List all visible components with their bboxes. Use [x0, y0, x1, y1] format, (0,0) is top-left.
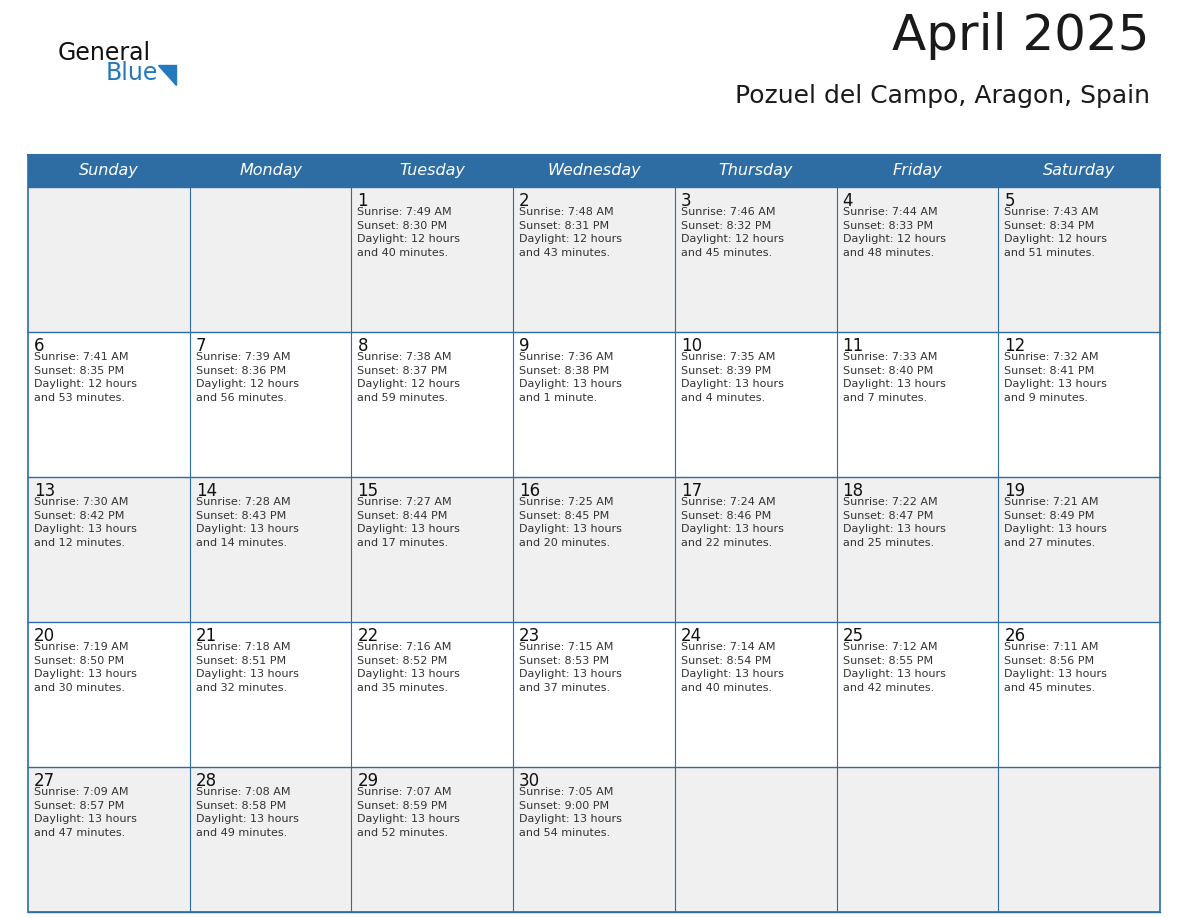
Text: 11: 11 [842, 337, 864, 355]
Text: 2: 2 [519, 192, 530, 210]
Text: Sunday: Sunday [78, 163, 139, 178]
Text: 12: 12 [1004, 337, 1025, 355]
Text: Sunrise: 7:27 AM
Sunset: 8:44 PM
Daylight: 13 hours
and 17 minutes.: Sunrise: 7:27 AM Sunset: 8:44 PM Dayligh… [358, 497, 460, 548]
Text: 30: 30 [519, 772, 541, 790]
Text: Thursday: Thursday [719, 163, 792, 178]
Bar [29, 155, 1159, 187]
Bar [29, 187, 1159, 332]
Text: Sunrise: 7:24 AM
Sunset: 8:46 PM
Daylight: 13 hours
and 22 minutes.: Sunrise: 7:24 AM Sunset: 8:46 PM Dayligh… [681, 497, 784, 548]
Text: 13: 13 [34, 482, 56, 500]
Text: 22: 22 [358, 627, 379, 645]
Text: 3: 3 [681, 192, 691, 210]
Text: Sunrise: 7:41 AM
Sunset: 8:35 PM
Daylight: 12 hours
and 53 minutes.: Sunrise: 7:41 AM Sunset: 8:35 PM Dayligh… [34, 352, 137, 403]
Text: Sunrise: 7:43 AM
Sunset: 8:34 PM
Daylight: 12 hours
and 51 minutes.: Sunrise: 7:43 AM Sunset: 8:34 PM Dayligh… [1004, 207, 1107, 258]
Text: 1: 1 [358, 192, 368, 210]
Text: Sunrise: 7:07 AM
Sunset: 8:59 PM
Daylight: 13 hours
and 52 minutes.: Sunrise: 7:07 AM Sunset: 8:59 PM Dayligh… [358, 787, 460, 838]
Text: 15: 15 [358, 482, 379, 500]
Text: Sunrise: 7:46 AM
Sunset: 8:32 PM
Daylight: 12 hours
and 45 minutes.: Sunrise: 7:46 AM Sunset: 8:32 PM Dayligh… [681, 207, 784, 258]
Text: 16: 16 [519, 482, 541, 500]
Bar [29, 622, 1159, 767]
Text: 19: 19 [1004, 482, 1025, 500]
Text: 17: 17 [681, 482, 702, 500]
Text: Sunrise: 7:33 AM
Sunset: 8:40 PM
Daylight: 13 hours
and 7 minutes.: Sunrise: 7:33 AM Sunset: 8:40 PM Dayligh… [842, 352, 946, 403]
Text: General: General [58, 41, 151, 65]
Text: 27: 27 [34, 772, 55, 790]
Text: Blue: Blue [106, 61, 158, 85]
Text: Sunrise: 7:49 AM
Sunset: 8:30 PM
Daylight: 12 hours
and 40 minutes.: Sunrise: 7:49 AM Sunset: 8:30 PM Dayligh… [358, 207, 461, 258]
Text: Sunrise: 7:28 AM
Sunset: 8:43 PM
Daylight: 13 hours
and 14 minutes.: Sunrise: 7:28 AM Sunset: 8:43 PM Dayligh… [196, 497, 298, 548]
Bar [29, 155, 1159, 912]
Text: Sunrise: 7:15 AM
Sunset: 8:53 PM
Daylight: 13 hours
and 37 minutes.: Sunrise: 7:15 AM Sunset: 8:53 PM Dayligh… [519, 642, 623, 693]
Text: Sunrise: 7:35 AM
Sunset: 8:39 PM
Daylight: 13 hours
and 4 minutes.: Sunrise: 7:35 AM Sunset: 8:39 PM Dayligh… [681, 352, 784, 403]
Text: 28: 28 [196, 772, 217, 790]
Text: Sunrise: 7:32 AM
Sunset: 8:41 PM
Daylight: 13 hours
and 9 minutes.: Sunrise: 7:32 AM Sunset: 8:41 PM Dayligh… [1004, 352, 1107, 403]
Text: Sunrise: 7:44 AM
Sunset: 8:33 PM
Daylight: 12 hours
and 48 minutes.: Sunrise: 7:44 AM Sunset: 8:33 PM Dayligh… [842, 207, 946, 258]
Text: 26: 26 [1004, 627, 1025, 645]
Text: 25: 25 [842, 627, 864, 645]
Text: 14: 14 [196, 482, 217, 500]
Text: Tuesday: Tuesday [399, 163, 466, 178]
Text: Sunrise: 7:16 AM
Sunset: 8:52 PM
Daylight: 13 hours
and 35 minutes.: Sunrise: 7:16 AM Sunset: 8:52 PM Dayligh… [358, 642, 460, 693]
Text: 6: 6 [34, 337, 44, 355]
Text: Pozuel del Campo, Aragon, Spain: Pozuel del Campo, Aragon, Spain [735, 84, 1150, 108]
Text: Sunrise: 7:18 AM
Sunset: 8:51 PM
Daylight: 13 hours
and 32 minutes.: Sunrise: 7:18 AM Sunset: 8:51 PM Dayligh… [196, 642, 298, 693]
Text: Sunrise: 7:22 AM
Sunset: 8:47 PM
Daylight: 13 hours
and 25 minutes.: Sunrise: 7:22 AM Sunset: 8:47 PM Dayligh… [842, 497, 946, 548]
Text: April 2025: April 2025 [892, 12, 1150, 60]
Text: Sunrise: 7:39 AM
Sunset: 8:36 PM
Daylight: 12 hours
and 56 minutes.: Sunrise: 7:39 AM Sunset: 8:36 PM Dayligh… [196, 352, 298, 403]
Text: 5: 5 [1004, 192, 1015, 210]
Text: 23: 23 [519, 627, 541, 645]
Text: 18: 18 [842, 482, 864, 500]
Text: Sunrise: 7:12 AM
Sunset: 8:55 PM
Daylight: 13 hours
and 42 minutes.: Sunrise: 7:12 AM Sunset: 8:55 PM Dayligh… [842, 642, 946, 693]
Text: 9: 9 [519, 337, 530, 355]
Bar [29, 332, 1159, 477]
Text: Sunrise: 7:19 AM
Sunset: 8:50 PM
Daylight: 13 hours
and 30 minutes.: Sunrise: 7:19 AM Sunset: 8:50 PM Dayligh… [34, 642, 137, 693]
Text: Sunrise: 7:14 AM
Sunset: 8:54 PM
Daylight: 13 hours
and 40 minutes.: Sunrise: 7:14 AM Sunset: 8:54 PM Dayligh… [681, 642, 784, 693]
Text: 21: 21 [196, 627, 217, 645]
Text: Sunrise: 7:38 AM
Sunset: 8:37 PM
Daylight: 12 hours
and 59 minutes.: Sunrise: 7:38 AM Sunset: 8:37 PM Dayligh… [358, 352, 461, 403]
Bar [29, 477, 1159, 622]
Text: Wednesday: Wednesday [548, 163, 640, 178]
Text: Monday: Monday [239, 163, 302, 178]
Bar [29, 767, 1159, 912]
Text: 29: 29 [358, 772, 379, 790]
Text: Sunrise: 7:21 AM
Sunset: 8:49 PM
Daylight: 13 hours
and 27 minutes.: Sunrise: 7:21 AM Sunset: 8:49 PM Dayligh… [1004, 497, 1107, 548]
Text: Sunrise: 7:05 AM
Sunset: 9:00 PM
Daylight: 13 hours
and 54 minutes.: Sunrise: 7:05 AM Sunset: 9:00 PM Dayligh… [519, 787, 623, 838]
Text: 24: 24 [681, 627, 702, 645]
Text: Sunrise: 7:08 AM
Sunset: 8:58 PM
Daylight: 13 hours
and 49 minutes.: Sunrise: 7:08 AM Sunset: 8:58 PM Dayligh… [196, 787, 298, 838]
Text: 4: 4 [842, 192, 853, 210]
Text: Sunrise: 7:25 AM
Sunset: 8:45 PM
Daylight: 13 hours
and 20 minutes.: Sunrise: 7:25 AM Sunset: 8:45 PM Dayligh… [519, 497, 623, 548]
Text: 8: 8 [358, 337, 368, 355]
Text: 10: 10 [681, 337, 702, 355]
Text: Saturday: Saturday [1043, 163, 1116, 178]
Text: Sunrise: 7:11 AM
Sunset: 8:56 PM
Daylight: 13 hours
and 45 minutes.: Sunrise: 7:11 AM Sunset: 8:56 PM Dayligh… [1004, 642, 1107, 693]
Text: 7: 7 [196, 337, 207, 355]
Text: Friday: Friday [892, 163, 942, 178]
Text: Sunrise: 7:09 AM
Sunset: 8:57 PM
Daylight: 13 hours
and 47 minutes.: Sunrise: 7:09 AM Sunset: 8:57 PM Dayligh… [34, 787, 137, 838]
Text: 20: 20 [34, 627, 55, 645]
Text: Sunrise: 7:36 AM
Sunset: 8:38 PM
Daylight: 13 hours
and 1 minute.: Sunrise: 7:36 AM Sunset: 8:38 PM Dayligh… [519, 352, 623, 403]
Text: Sunrise: 7:30 AM
Sunset: 8:42 PM
Daylight: 13 hours
and 12 minutes.: Sunrise: 7:30 AM Sunset: 8:42 PM Dayligh… [34, 497, 137, 548]
Text: Sunrise: 7:48 AM
Sunset: 8:31 PM
Daylight: 12 hours
and 43 minutes.: Sunrise: 7:48 AM Sunset: 8:31 PM Dayligh… [519, 207, 623, 258]
Polygon shape [158, 65, 176, 85]
